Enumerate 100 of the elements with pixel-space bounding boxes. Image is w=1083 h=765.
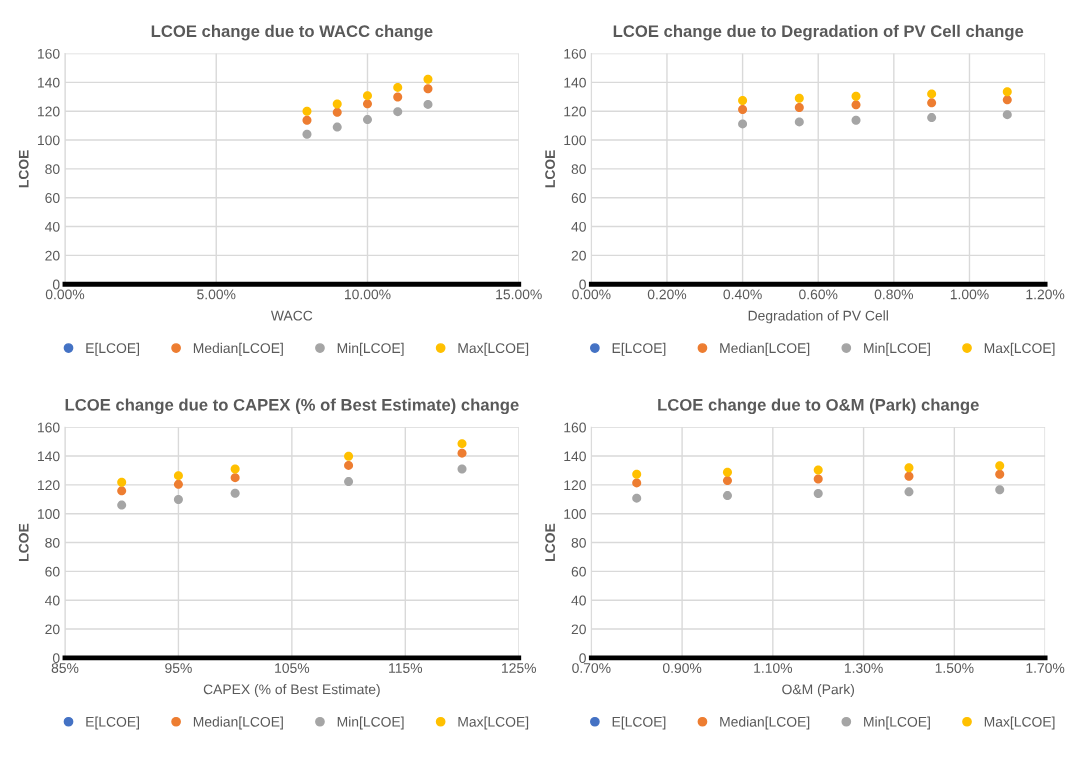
y-tick-label: 160 bbox=[38, 422, 60, 433]
point bbox=[794, 117, 804, 127]
y-tick-label: 120 bbox=[564, 480, 586, 491]
y-tick-label: 40 bbox=[44, 221, 60, 232]
point bbox=[1002, 87, 1012, 97]
point bbox=[332, 107, 342, 117]
y-tick-label: 80 bbox=[45, 537, 60, 548]
point bbox=[173, 471, 183, 481]
point bbox=[344, 460, 354, 470]
x-tick-label: 0.00% bbox=[572, 289, 611, 300]
y-axis-title: LCOE bbox=[18, 150, 29, 188]
point bbox=[393, 82, 403, 92]
y-tick-label: 80 bbox=[45, 164, 60, 175]
x-axis-title: Degradation of PV Cell bbox=[748, 310, 888, 324]
legend-label: E[LCOE] bbox=[86, 342, 139, 356]
y-tick-label: 140 bbox=[564, 451, 586, 462]
y-tick-label: 80 bbox=[571, 537, 586, 548]
point bbox=[117, 486, 127, 496]
y-tick-label: 20 bbox=[45, 250, 60, 261]
x-axis-title: CAPEX (% of Best Estimate) bbox=[203, 684, 380, 697]
point bbox=[794, 93, 804, 103]
point bbox=[332, 122, 342, 132]
point bbox=[230, 488, 240, 498]
chart-title: LCOE change due to Degradation of PV Cell change bbox=[613, 24, 1024, 41]
point bbox=[393, 92, 403, 102]
x-tick-label: 0.80% bbox=[874, 289, 914, 300]
x-tick-label: 115% bbox=[389, 663, 423, 673]
point bbox=[362, 91, 372, 101]
point bbox=[1002, 110, 1012, 120]
point bbox=[927, 89, 937, 99]
y-tick-label: 140 bbox=[38, 451, 60, 462]
point bbox=[362, 115, 372, 125]
point bbox=[722, 476, 732, 486]
point bbox=[344, 477, 354, 487]
y-tick-label: 20 bbox=[571, 624, 586, 635]
y-tick-label: 100 bbox=[564, 135, 586, 146]
point bbox=[995, 469, 1005, 479]
point bbox=[230, 473, 240, 483]
y-tick-label: 0 bbox=[52, 279, 60, 290]
x-tick-label: 10.00% bbox=[344, 289, 391, 300]
legend-label: Min[LCOE] bbox=[864, 716, 930, 730]
y-tick-label: 100 bbox=[38, 135, 60, 146]
x-tick-label: 0.70% bbox=[572, 663, 611, 673]
point bbox=[738, 104, 748, 114]
y-tick-label: 160 bbox=[564, 48, 586, 59]
y-tick-label: 0 bbox=[52, 653, 60, 664]
x-tick-label: 0.00% bbox=[45, 289, 85, 300]
point bbox=[423, 84, 433, 94]
point bbox=[423, 99, 433, 109]
point bbox=[1002, 95, 1012, 105]
x-tick-label: 5.00% bbox=[197, 289, 236, 300]
point bbox=[632, 478, 642, 488]
x-tick-label: 85% bbox=[51, 663, 79, 673]
legend-label: Min[LCOE] bbox=[337, 342, 404, 356]
point bbox=[173, 479, 183, 489]
legend-label: Min[LCOE] bbox=[864, 342, 930, 356]
y-tick-label: 0 bbox=[579, 653, 586, 664]
point bbox=[851, 91, 861, 101]
x-tick-label: 0.20% bbox=[647, 289, 687, 300]
legend-label: E[LCOE] bbox=[86, 716, 139, 730]
point bbox=[927, 98, 937, 108]
y-tick-label: 20 bbox=[571, 250, 586, 261]
point bbox=[632, 493, 642, 503]
point bbox=[813, 474, 823, 484]
legend-label: Max[LCOE] bbox=[458, 342, 529, 356]
point bbox=[632, 469, 642, 479]
point bbox=[927, 113, 937, 123]
point bbox=[362, 99, 372, 109]
point bbox=[738, 119, 748, 129]
x-axis-title: O&M (Park) bbox=[782, 684, 855, 697]
point bbox=[995, 461, 1005, 471]
point bbox=[302, 106, 312, 116]
point bbox=[230, 464, 240, 474]
y-tick-label: 20 bbox=[45, 624, 60, 635]
chart-title: LCOE change due to WACC change bbox=[151, 24, 433, 41]
x-tick-label: 1.50% bbox=[935, 663, 974, 673]
point bbox=[722, 467, 732, 477]
legend-label: Median[LCOE] bbox=[193, 716, 283, 730]
point bbox=[332, 99, 342, 109]
y-tick-label: 0 bbox=[579, 279, 586, 290]
legend-label: Median[LCOE] bbox=[720, 342, 810, 356]
chart-title: LCOE change due to CAPEX (% of Best Estimate) change bbox=[65, 398, 519, 415]
y-tick-label: 140 bbox=[564, 77, 586, 88]
point bbox=[904, 487, 914, 497]
y-tick-label: 120 bbox=[38, 106, 60, 117]
point bbox=[904, 463, 914, 473]
point bbox=[344, 451, 354, 461]
legend-label: E[LCOE] bbox=[612, 342, 666, 356]
chart-title: LCOE change due to O&M (Park) change bbox=[658, 398, 979, 415]
point bbox=[738, 96, 748, 106]
point bbox=[457, 439, 467, 449]
point bbox=[813, 465, 823, 475]
x-tick-label: 15.00% bbox=[496, 289, 542, 300]
y-tick-label: 60 bbox=[571, 193, 586, 203]
x-tick-label: 95% bbox=[165, 663, 192, 673]
x-tick-label: 1.30% bbox=[844, 663, 883, 673]
point bbox=[423, 74, 433, 84]
point bbox=[851, 100, 861, 110]
point bbox=[904, 471, 914, 481]
y-tick-label: 160 bbox=[38, 48, 60, 59]
